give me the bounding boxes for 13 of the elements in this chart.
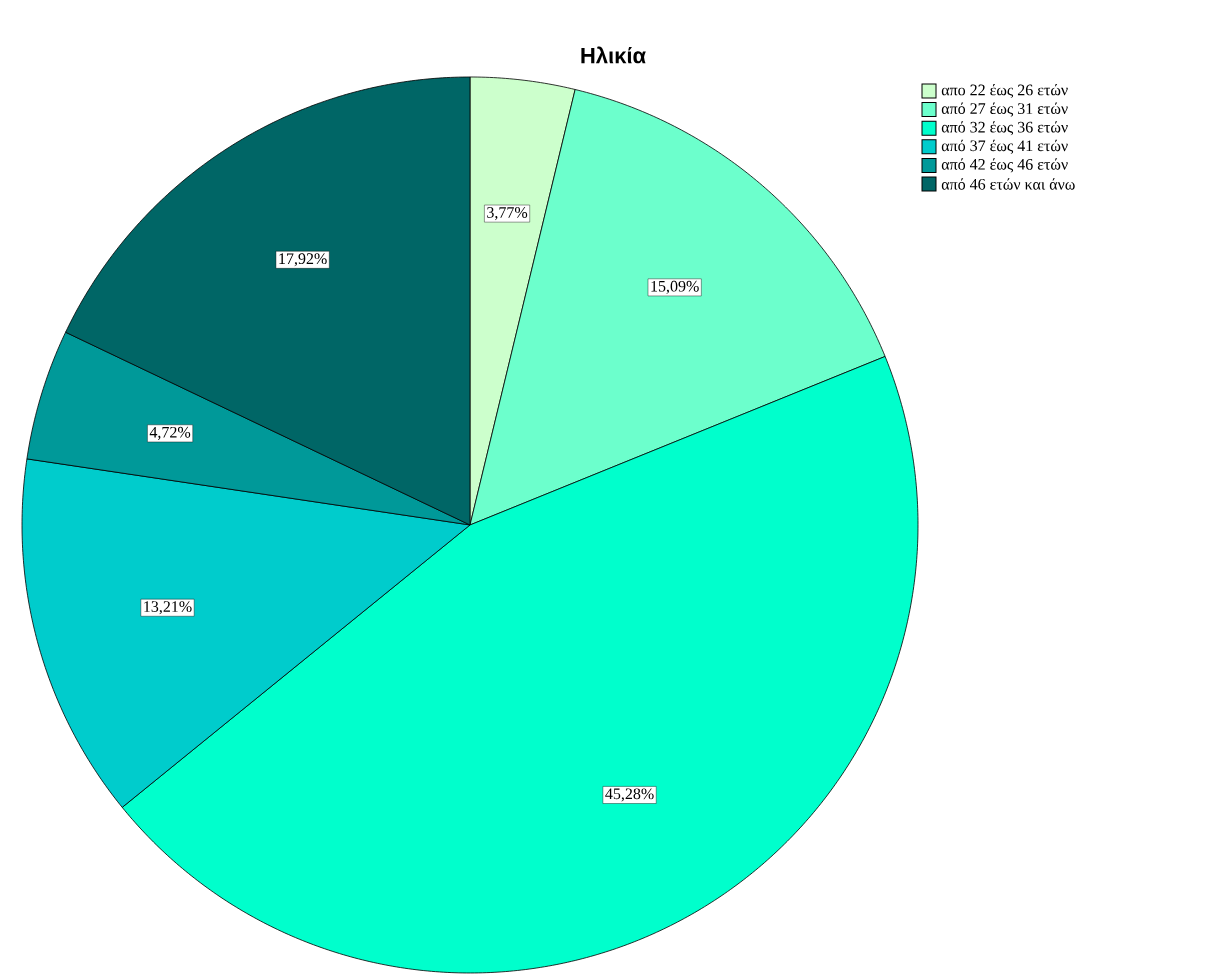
legend-label: από 46 ετών και άνω	[941, 178, 1075, 190]
data-label: 45,28%	[605, 788, 654, 802]
chart-title: Ηλικία	[581, 46, 646, 64]
legend-label: απο 22 έως 26 ετών	[941, 83, 1068, 99]
data-label: 15,09%	[651, 280, 699, 294]
legend-label: από 42 έως 46 ετών	[941, 158, 1068, 173]
legend-label: από 27 έως 31 ετών	[941, 102, 1068, 117]
data-label: 4,72%	[149, 426, 191, 440]
data-label: 17,92%	[279, 253, 327, 267]
data-label: 13,21%	[144, 601, 192, 615]
data-label: 3,77%	[487, 207, 528, 221]
legend-label: από 32 έως 36 ετών	[941, 121, 1068, 136]
legend-label: από 37 έως 41 ετών	[941, 139, 1068, 154]
